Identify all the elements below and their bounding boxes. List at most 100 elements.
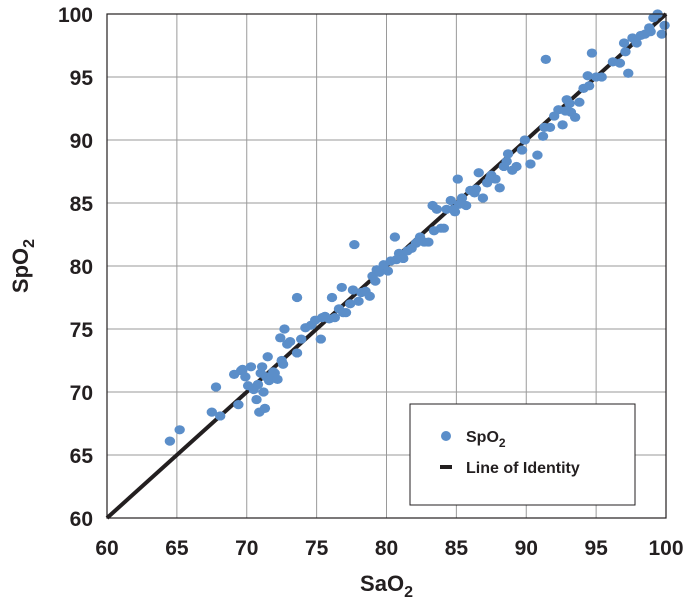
axes: 60 65 70 75 80 85 90 95 100 60 65 70 75 80 85 90 95 100	[58, 4, 684, 560]
data-point	[329, 313, 340, 323]
data-point	[445, 195, 456, 206]
data-point	[423, 237, 434, 247]
x-axis-title-subscript: 2	[404, 584, 413, 601]
data-point	[326, 292, 338, 303]
legend-label-spo2: SpO2	[466, 429, 506, 450]
data-point	[237, 364, 248, 374]
data-point	[431, 204, 443, 214]
data-point	[586, 48, 598, 58]
data-point	[245, 362, 257, 372]
data-point	[516, 145, 528, 155]
data-point	[374, 267, 385, 277]
data-point	[279, 324, 290, 334]
y-tick-label: 75	[70, 319, 94, 342]
data-point	[560, 106, 571, 116]
data-point	[470, 184, 482, 194]
data-point	[645, 27, 656, 37]
data-point	[251, 394, 262, 405]
x-tick-label: 75	[305, 537, 329, 560]
data-point	[284, 337, 296, 347]
data-point	[164, 436, 176, 446]
data-point	[659, 20, 670, 30]
x-tick-label: 90	[515, 537, 538, 560]
data-point	[277, 359, 289, 369]
data-point	[540, 54, 552, 64]
data-point	[532, 150, 543, 160]
data-point	[519, 135, 531, 145]
data-points-layer	[164, 9, 670, 446]
data-point	[344, 299, 356, 309]
data-point	[337, 308, 349, 318]
data-point	[583, 81, 595, 91]
data-point	[477, 193, 489, 203]
data-point	[206, 407, 218, 417]
y-axis-title-group: SpO2	[8, 239, 38, 293]
data-point	[252, 379, 264, 390]
data-point	[256, 362, 268, 372]
data-point	[428, 226, 440, 236]
data-point	[296, 334, 307, 344]
data-point	[336, 282, 347, 293]
y-tick-label: 100	[58, 4, 93, 27]
plot-frame	[106, 13, 667, 519]
data-point	[174, 425, 185, 435]
y-tick-label: 80	[70, 256, 93, 279]
data-point	[537, 131, 549, 141]
legend-label-spo2-subscript: 2	[499, 436, 506, 450]
data-point	[631, 38, 642, 48]
data-point	[614, 58, 626, 68]
data-point	[240, 372, 251, 382]
data-point	[275, 333, 286, 343]
x-tick-label: 65	[165, 537, 189, 560]
legend-label-spo2-main: SpO	[466, 429, 499, 446]
data-point	[272, 374, 283, 384]
data-point	[623, 68, 634, 78]
data-point	[564, 98, 575, 109]
y-axis-title-main: SpO	[8, 248, 33, 293]
data-point	[315, 334, 327, 344]
data-point	[389, 232, 401, 242]
data-point	[233, 400, 244, 410]
data-point	[501, 156, 512, 167]
data-point	[412, 237, 423, 247]
data-point	[525, 159, 536, 169]
data-point	[364, 291, 375, 301]
data-point	[596, 72, 607, 82]
x-tick-label: 85	[445, 537, 469, 560]
data-point	[347, 285, 359, 295]
data-point	[569, 112, 581, 122]
y-tick-label: 65	[70, 445, 94, 468]
data-point	[582, 71, 593, 81]
y-tick-label: 95	[70, 67, 94, 90]
data-point	[353, 296, 364, 306]
data-point	[391, 255, 402, 265]
legend-box	[409, 403, 636, 506]
y-axis-title: SpO2	[8, 239, 38, 293]
data-point	[557, 120, 568, 130]
data-point	[539, 122, 550, 132]
data-point	[370, 276, 381, 286]
data-point	[620, 47, 631, 57]
legend-label-line-of-identity: Line of Identity	[466, 460, 580, 477]
data-point	[268, 367, 279, 377]
data-point	[618, 38, 630, 48]
data-point	[574, 97, 585, 107]
y-tick-label: 70	[70, 382, 93, 405]
data-point	[484, 174, 496, 184]
data-point	[258, 387, 269, 397]
y-tick-label: 90	[70, 130, 93, 153]
data-point	[382, 266, 394, 276]
data-point	[317, 313, 328, 323]
data-point	[259, 403, 271, 413]
legend-point-marker	[441, 431, 451, 441]
data-point	[473, 168, 484, 178]
data-point	[494, 183, 505, 193]
data-point	[656, 29, 668, 39]
x-tick-label: 95	[584, 537, 608, 560]
data-point	[452, 174, 463, 184]
data-point	[438, 223, 449, 233]
x-tick-label: 80	[375, 537, 398, 560]
data-point	[349, 239, 360, 250]
legend: SpO2 Line of Identity	[409, 403, 636, 506]
